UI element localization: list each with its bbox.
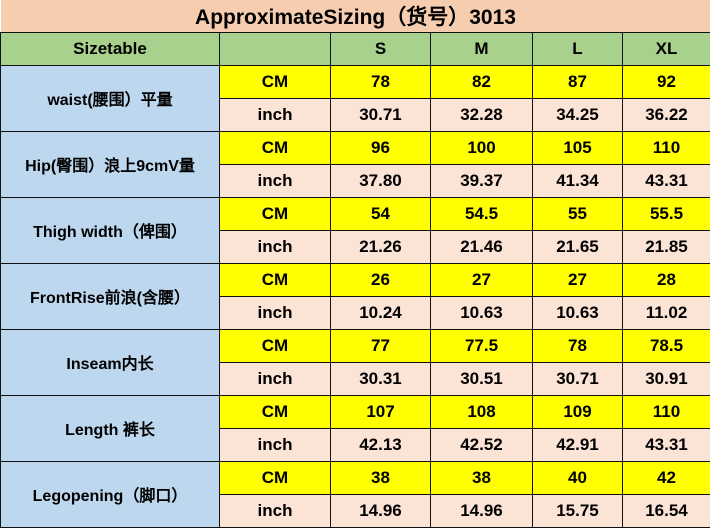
cm-value: 108 [431, 395, 533, 428]
unit-cm: CM [220, 461, 331, 494]
inch-value: 30.71 [331, 98, 431, 131]
inch-value: 42.13 [331, 428, 431, 461]
cm-value: 77.5 [431, 329, 533, 362]
inch-value: 30.31 [331, 362, 431, 395]
inch-value: 37.80 [331, 164, 431, 197]
measurement-label: Thigh width（俾围） [1, 197, 220, 263]
unit-cm: CM [220, 329, 331, 362]
header-size-l: L [533, 32, 623, 65]
measurement-label: Legopening（脚口） [1, 461, 220, 527]
table-title: ApproximateSizing（货号）3013 [1, 0, 710, 32]
unit-cm: CM [220, 131, 331, 164]
cm-value: 107 [331, 395, 431, 428]
cm-value: 87 [533, 65, 623, 98]
cm-value: 110 [623, 395, 710, 428]
inch-value: 30.91 [623, 362, 710, 395]
cm-value: 54.5 [431, 197, 533, 230]
inch-value: 14.96 [431, 494, 533, 527]
unit-inch: inch [220, 98, 331, 131]
cm-value: 38 [331, 461, 431, 494]
cm-value: 54 [331, 197, 431, 230]
cm-value: 55 [533, 197, 623, 230]
inch-value: 42.52 [431, 428, 533, 461]
inch-value: 21.46 [431, 230, 533, 263]
header-size-s: S [331, 32, 431, 65]
header-size-xl: XL [623, 32, 710, 65]
inch-value: 10.24 [331, 296, 431, 329]
unit-cm: CM [220, 395, 331, 428]
unit-inch: inch [220, 362, 331, 395]
measurement-label: Length 裤长 [1, 395, 220, 461]
cm-value: 109 [533, 395, 623, 428]
inch-value: 15.75 [533, 494, 623, 527]
cm-value: 78 [533, 329, 623, 362]
cm-value: 27 [431, 263, 533, 296]
inch-value: 43.31 [623, 164, 710, 197]
cm-value: 92 [623, 65, 710, 98]
cm-value: 77 [331, 329, 431, 362]
inch-value: 11.02 [623, 296, 710, 329]
inch-value: 14.96 [331, 494, 431, 527]
inch-value: 39.37 [431, 164, 533, 197]
cm-value: 38 [431, 461, 533, 494]
inch-value: 21.85 [623, 230, 710, 263]
inch-value: 32.28 [431, 98, 533, 131]
inch-value: 10.63 [431, 296, 533, 329]
cm-value: 40 [533, 461, 623, 494]
inch-value: 42.91 [533, 428, 623, 461]
header-size-m: M [431, 32, 533, 65]
cm-value: 100 [431, 131, 533, 164]
unit-inch: inch [220, 296, 331, 329]
cm-value: 96 [331, 131, 431, 164]
inch-value: 36.22 [623, 98, 710, 131]
unit-cm: CM [220, 197, 331, 230]
cm-value: 55.5 [623, 197, 710, 230]
cm-value: 28 [623, 263, 710, 296]
inch-value: 34.25 [533, 98, 623, 131]
inch-value: 16.54 [623, 494, 710, 527]
inch-value: 30.71 [533, 362, 623, 395]
inch-value: 10.63 [533, 296, 623, 329]
unit-cm: CM [220, 263, 331, 296]
measurement-label: Hip(臀围）浪上9cmV量 [1, 131, 220, 197]
unit-inch: inch [220, 428, 331, 461]
unit-inch: inch [220, 164, 331, 197]
cm-value: 78.5 [623, 329, 710, 362]
measurement-label: Inseam内长 [1, 329, 220, 395]
unit-inch: inch [220, 230, 331, 263]
cm-value: 42 [623, 461, 710, 494]
cm-value: 26 [331, 263, 431, 296]
cm-value: 82 [431, 65, 533, 98]
cm-value: 110 [623, 131, 710, 164]
unit-cm: CM [220, 65, 331, 98]
measurement-label: waist(腰围）平量 [1, 65, 220, 131]
header-unit [220, 32, 331, 65]
cm-value: 105 [533, 131, 623, 164]
measurement-label: FrontRise前浪(含腰） [1, 263, 220, 329]
unit-inch: inch [220, 494, 331, 527]
header-sizetable: Sizetable [1, 32, 220, 65]
inch-value: 43.31 [623, 428, 710, 461]
inch-value: 21.26 [331, 230, 431, 263]
inch-value: 30.51 [431, 362, 533, 395]
cm-value: 78 [331, 65, 431, 98]
inch-value: 21.65 [533, 230, 623, 263]
inch-value: 41.34 [533, 164, 623, 197]
cm-value: 27 [533, 263, 623, 296]
